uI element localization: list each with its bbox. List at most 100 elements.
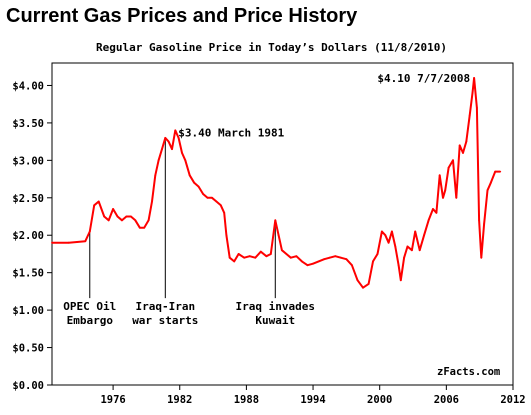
price-point [317, 260, 320, 263]
price-point [499, 170, 502, 173]
price-point [233, 260, 236, 263]
x-tick-label: 1994 [300, 394, 325, 406]
chart-title: Current Gas Prices and Price History [6, 5, 358, 27]
price-point [289, 256, 292, 259]
price-point [447, 166, 450, 169]
price-point [254, 256, 257, 259]
plot-area-frame [51, 62, 514, 386]
price-point [116, 215, 119, 218]
chart-subtitle: Regular Gasoline Price in Today’s Dollar… [96, 41, 447, 54]
price-point [471, 92, 474, 94]
price-point [125, 215, 128, 218]
price-point [248, 255, 251, 258]
price-point [438, 174, 441, 177]
price-point [265, 255, 268, 258]
price-point [202, 193, 205, 195]
price-point [197, 185, 200, 188]
price-point [219, 204, 222, 207]
price-point [362, 286, 364, 289]
x-tick-label: 2000 [367, 394, 392, 406]
price-point [334, 255, 337, 258]
source-label: zFacts.com [437, 366, 500, 378]
price-point [372, 260, 374, 263]
point-labels: $3.40 March 1981 $4.10 7/7/2008 [178, 72, 470, 139]
price-point [259, 250, 262, 253]
x-tick-label: 1988 [234, 394, 259, 406]
price-point [414, 230, 417, 233]
x-axis: 1976 1982 1988 1994 2000 2006 2012 [100, 385, 526, 406]
price-point [345, 258, 348, 261]
price-point [351, 264, 353, 267]
price-point [107, 219, 110, 222]
price-point [285, 253, 288, 255]
price-point [486, 189, 489, 192]
price-point [489, 181, 492, 184]
price-point [384, 234, 387, 237]
annotation-label-line2: war starts [132, 314, 198, 327]
price-point [269, 253, 272, 255]
y-axis: $0.00 $0.50 $1.00 $1.50 $2.00 $2.50 $3.00 $3.50… [12, 80, 52, 392]
annotation-label-line1: Iraq invades [236, 300, 315, 313]
price-point [427, 219, 430, 222]
price-point [328, 256, 331, 259]
annotation-label-line1: OPEC Oil [63, 300, 116, 313]
price-point [103, 215, 106, 218]
price-point [452, 159, 454, 162]
y-tick-label: $1.00 [12, 305, 44, 317]
price-point [473, 77, 475, 79]
price-point [381, 230, 383, 233]
price-point [411, 249, 413, 252]
price-point [458, 144, 461, 147]
x-tick-label: 2012 [500, 394, 525, 406]
price-point [164, 137, 167, 139]
price-point [215, 200, 218, 203]
price-point [88, 230, 91, 233]
price-point [387, 241, 390, 244]
price-point [476, 107, 478, 109]
price-point [193, 181, 196, 184]
price-point [171, 148, 173, 151]
price-point [312, 262, 314, 265]
price-point [274, 219, 277, 222]
price-point [394, 245, 397, 248]
price-point [468, 114, 471, 117]
price-point [399, 279, 402, 282]
price-point [243, 256, 246, 259]
price-point [480, 256, 483, 259]
price-point [225, 234, 228, 237]
price-point [184, 159, 187, 162]
price-point [121, 219, 123, 222]
price-point [134, 219, 137, 222]
price-point [295, 255, 298, 258]
price-point [181, 152, 183, 154]
y-tick-label: $0.00 [12, 380, 44, 392]
price-point [112, 208, 114, 210]
price-point [397, 264, 400, 267]
y-tick-label: $2.00 [12, 230, 44, 242]
price-point [432, 208, 434, 210]
price-point [138, 226, 141, 229]
y-tick-label: $0.50 [12, 343, 44, 355]
y-tick-label: $2.50 [12, 193, 44, 205]
price-point [154, 174, 157, 177]
price-point [376, 253, 379, 255]
price-point [478, 219, 480, 222]
price-point [143, 226, 146, 229]
price-point [367, 283, 370, 285]
price-point [339, 256, 342, 259]
price-point [465, 140, 468, 143]
x-tick-label: 1982 [167, 394, 192, 406]
peak-label-2008: $4.10 7/7/2008 [377, 72, 470, 85]
x-tick-label: 2006 [434, 394, 459, 406]
price-point [494, 170, 497, 173]
price-point [356, 279, 359, 282]
price-point [444, 189, 447, 192]
series-layer [51, 77, 502, 289]
price-point [161, 148, 163, 151]
price-point [418, 249, 421, 252]
price-point [211, 196, 213, 199]
price-point [167, 140, 170, 143]
price-point [97, 200, 100, 203]
price-point [84, 240, 87, 243]
y-tick-label: $3.00 [12, 155, 44, 167]
